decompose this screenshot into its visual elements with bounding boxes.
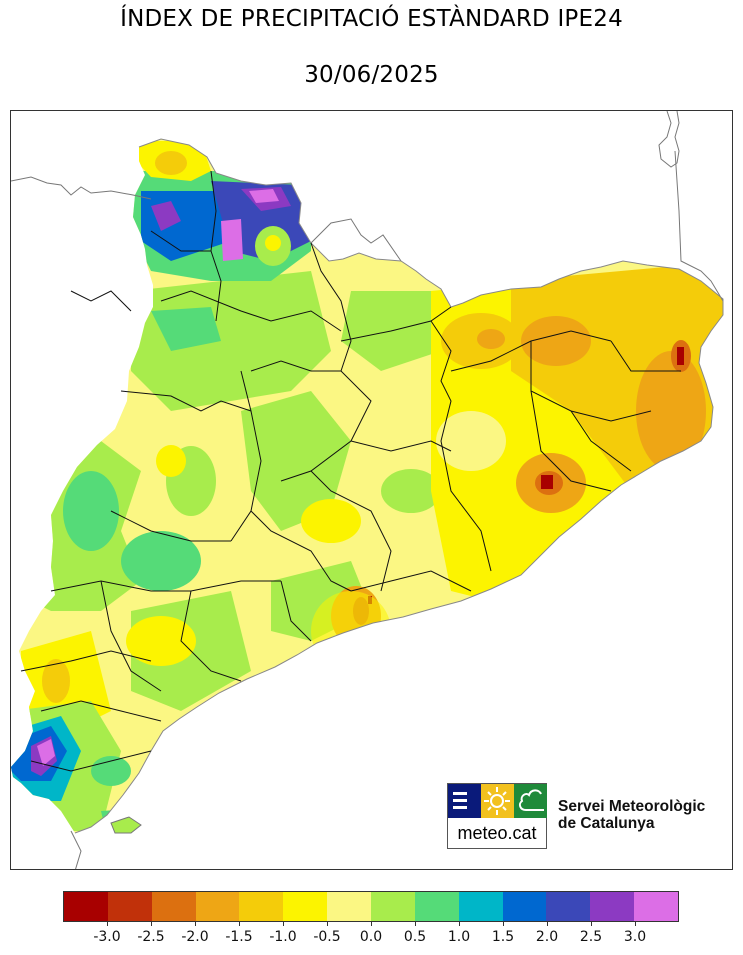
colorbar-bin — [634, 892, 679, 921]
colorbar-tick-label: 2.5 — [579, 929, 603, 945]
colorbar-tick-label: -1.5 — [225, 929, 253, 945]
ebro-delta — [110, 816, 142, 834]
organization-name: Servei Meteorològic de Catalunya — [558, 798, 705, 832]
colorbar-tick-label: -3.0 — [93, 929, 121, 945]
colorbar-tick-label: 0.0 — [359, 929, 383, 945]
colorbar-legend — [63, 891, 679, 922]
colorbar-tick — [327, 921, 328, 926]
colorbar-tick — [371, 921, 372, 926]
colorbar-tick — [459, 921, 460, 926]
colorbar-tick — [195, 921, 196, 926]
colorbar-tick-label: 0.5 — [403, 929, 427, 945]
ipe-field — [11, 139, 723, 833]
colorbar-tick — [283, 921, 284, 926]
sun-icon — [481, 784, 514, 818]
colorbar-tick-label: -2.0 — [181, 929, 209, 945]
county-borders — [20, 170, 681, 772]
colorbar-tick — [415, 921, 416, 926]
colorbar-bin — [371, 892, 415, 921]
logo-text: meteo.cat — [457, 823, 537, 843]
international-borders — [11, 111, 724, 869]
colorbar-tick-label: 1.5 — [491, 929, 515, 945]
cloud-icon — [514, 784, 547, 818]
colorbar-bin — [64, 892, 108, 921]
map-title: ÍNDEX DE PRECIPITACIÓ ESTÀNDARD IPE24 — [120, 6, 623, 32]
colorbar-bin — [283, 892, 328, 921]
colorbar-bin — [546, 892, 591, 921]
colorbar-bin — [414, 892, 459, 921]
colorbar-tick — [547, 921, 548, 926]
colorbar-bin — [195, 892, 240, 921]
colorbar-tick-label: -2.5 — [137, 929, 165, 945]
colorbar-bin — [151, 892, 196, 921]
colorbar-tick-label: 3.0 — [623, 929, 647, 945]
menu-lines-icon — [448, 784, 481, 818]
colorbar-tick-label: 1.0 — [447, 929, 471, 945]
colorbar-bin — [107, 892, 152, 921]
colorbar-ticks: -3.0 -2.5 -2.0 -1.5 -1.0 -0.5 0.0 0.5 1.0 1.5 2.0 2… — [63, 921, 679, 955]
coastline — [74, 138, 724, 834]
colorbar-tick — [635, 921, 636, 926]
colorbar-bin — [458, 892, 503, 921]
colorbar-tick-label: -0.5 — [313, 929, 341, 945]
colorbar-bin — [502, 892, 547, 921]
colorbar-tick — [107, 921, 108, 926]
colorbar-bin — [327, 892, 372, 921]
colorbar-tick-label: -1.0 — [269, 929, 297, 945]
map-frame — [10, 110, 733, 870]
meteocat-logo: meteo.cat — [447, 783, 547, 849]
map-date: 30/06/2025 — [304, 62, 439, 88]
org-name-line1: Servei Meteorològic — [558, 798, 706, 815]
org-name-line2: de Catalunya — [558, 815, 655, 832]
colorbar-tick — [151, 921, 152, 926]
colorbar-bin — [590, 892, 635, 921]
colorbar-tick — [503, 921, 504, 926]
catalonia-map — [11, 111, 724, 869]
colorbar-tick-label: 2.0 — [535, 929, 559, 945]
colorbar-tick — [239, 921, 240, 926]
colorbar-tick — [591, 921, 592, 926]
colorbar-bin — [239, 892, 284, 921]
